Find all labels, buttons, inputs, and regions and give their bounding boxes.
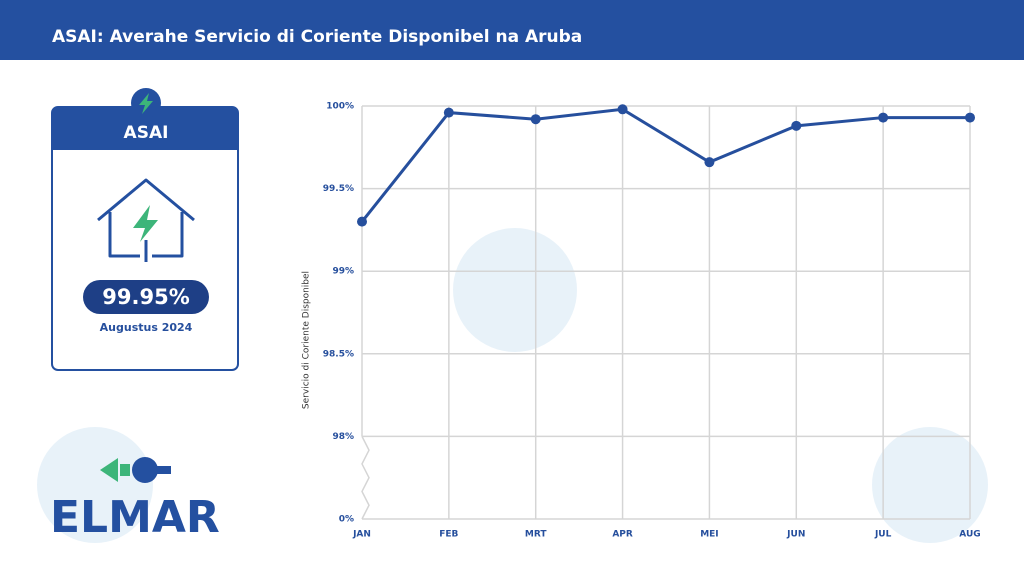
data-point — [443, 107, 454, 118]
card-value: 99.95% — [102, 285, 189, 309]
y-tick-label: 98% — [332, 432, 354, 442]
y-tick-label: 99% — [332, 267, 354, 277]
y-tick-label: 0% — [339, 515, 354, 525]
x-tick-label: APR — [612, 530, 633, 540]
logo-icon — [100, 457, 171, 483]
value-pill — [83, 280, 209, 314]
data-point — [878, 112, 889, 123]
x-tick-label: MEI — [700, 530, 718, 540]
house-icon — [97, 178, 195, 262]
y-tick-label: 98.5% — [323, 349, 354, 359]
y-tick-label: 100% — [326, 102, 354, 112]
y-tick-label: 99.5% — [323, 184, 354, 194]
x-tick-label: JUN — [786, 530, 805, 540]
x-tick-label: FEB — [439, 530, 458, 540]
bolt-icon — [139, 93, 153, 114]
x-tick-label: MRT — [525, 530, 547, 540]
data-point — [530, 114, 541, 125]
logo-text: ELMAR — [50, 492, 220, 543]
axis-break — [361, 436, 370, 520]
card-title: ASAI — [124, 123, 169, 143]
house-bolt — [133, 205, 158, 242]
card-date: Augustus 2024 — [100, 321, 193, 334]
data-point — [617, 104, 628, 115]
card-header — [52, 107, 238, 150]
header-title: ASAI: Averahe Servicio di Coriente Dispo… — [52, 27, 582, 47]
data-point — [965, 112, 975, 123]
header-bar — [0, 0, 1024, 60]
data-line — [360, 107, 970, 223]
x-tick-label: JAN — [352, 530, 371, 540]
data-point — [791, 120, 802, 131]
data-point — [704, 157, 715, 168]
y-axis-label: Servicio di Coriente Disponibel — [302, 271, 312, 409]
x-tick-label: AUG — [959, 530, 980, 540]
watermark — [37, 228, 988, 543]
data-point — [357, 216, 367, 227]
x-tick-label: JUL — [874, 530, 892, 540]
